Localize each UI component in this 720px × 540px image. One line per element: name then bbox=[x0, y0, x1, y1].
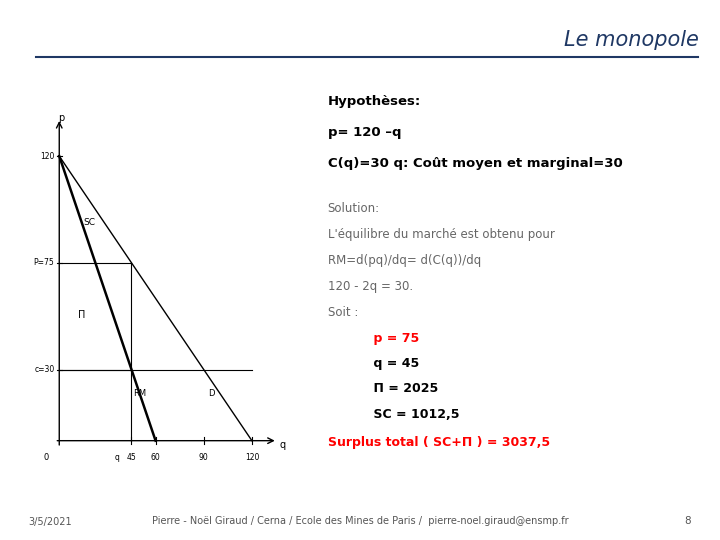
Text: q: q bbox=[279, 441, 285, 450]
Text: SC: SC bbox=[84, 218, 96, 227]
Text: p= 120 –q: p= 120 –q bbox=[328, 126, 401, 139]
Text: Soit :: Soit : bbox=[328, 306, 358, 319]
Text: q: q bbox=[114, 453, 120, 462]
Text: D: D bbox=[209, 389, 215, 398]
Text: c=30: c=30 bbox=[34, 365, 55, 374]
Text: Surplus total ( SC+Π ) = 3037,5: Surplus total ( SC+Π ) = 3037,5 bbox=[328, 436, 550, 449]
Text: Π = 2025: Π = 2025 bbox=[356, 382, 438, 395]
Text: 120: 120 bbox=[40, 152, 55, 160]
Text: 120: 120 bbox=[245, 453, 259, 462]
Text: q = 45: q = 45 bbox=[356, 357, 420, 370]
Text: Solution:: Solution: bbox=[328, 202, 379, 215]
Text: p: p bbox=[58, 113, 64, 123]
Text: C(q)=30 q: Coût moyen et marginal=30: C(q)=30 q: Coût moyen et marginal=30 bbox=[328, 157, 622, 170]
Text: 90: 90 bbox=[199, 453, 209, 462]
Text: RM: RM bbox=[133, 389, 146, 398]
Text: Le monopole: Le monopole bbox=[564, 30, 698, 50]
Text: 120 - 2q = 30.: 120 - 2q = 30. bbox=[328, 280, 413, 293]
Text: 8: 8 bbox=[685, 516, 691, 526]
Text: 3/5/2021: 3/5/2021 bbox=[29, 516, 73, 526]
Text: RM=d(pq)/dq= d(C(q))/dq: RM=d(pq)/dq= d(C(q))/dq bbox=[328, 254, 481, 267]
Text: 45: 45 bbox=[127, 453, 136, 462]
Text: Pierre - Noël Giraud / Cerna / Ecole des Mines de Paris /  pierre-noel.giraud@en: Pierre - Noël Giraud / Cerna / Ecole des… bbox=[152, 516, 568, 526]
Text: Hypothèses:: Hypothèses: bbox=[328, 94, 421, 107]
Text: P=75: P=75 bbox=[34, 258, 55, 267]
Text: 0: 0 bbox=[44, 453, 49, 462]
Text: SC = 1012,5: SC = 1012,5 bbox=[356, 408, 460, 421]
Text: 60: 60 bbox=[150, 453, 161, 462]
Text: p = 75: p = 75 bbox=[356, 332, 420, 345]
Text: Π: Π bbox=[78, 310, 86, 320]
Text: L'équilibre du marché est obtenu pour: L'équilibre du marché est obtenu pour bbox=[328, 228, 554, 241]
